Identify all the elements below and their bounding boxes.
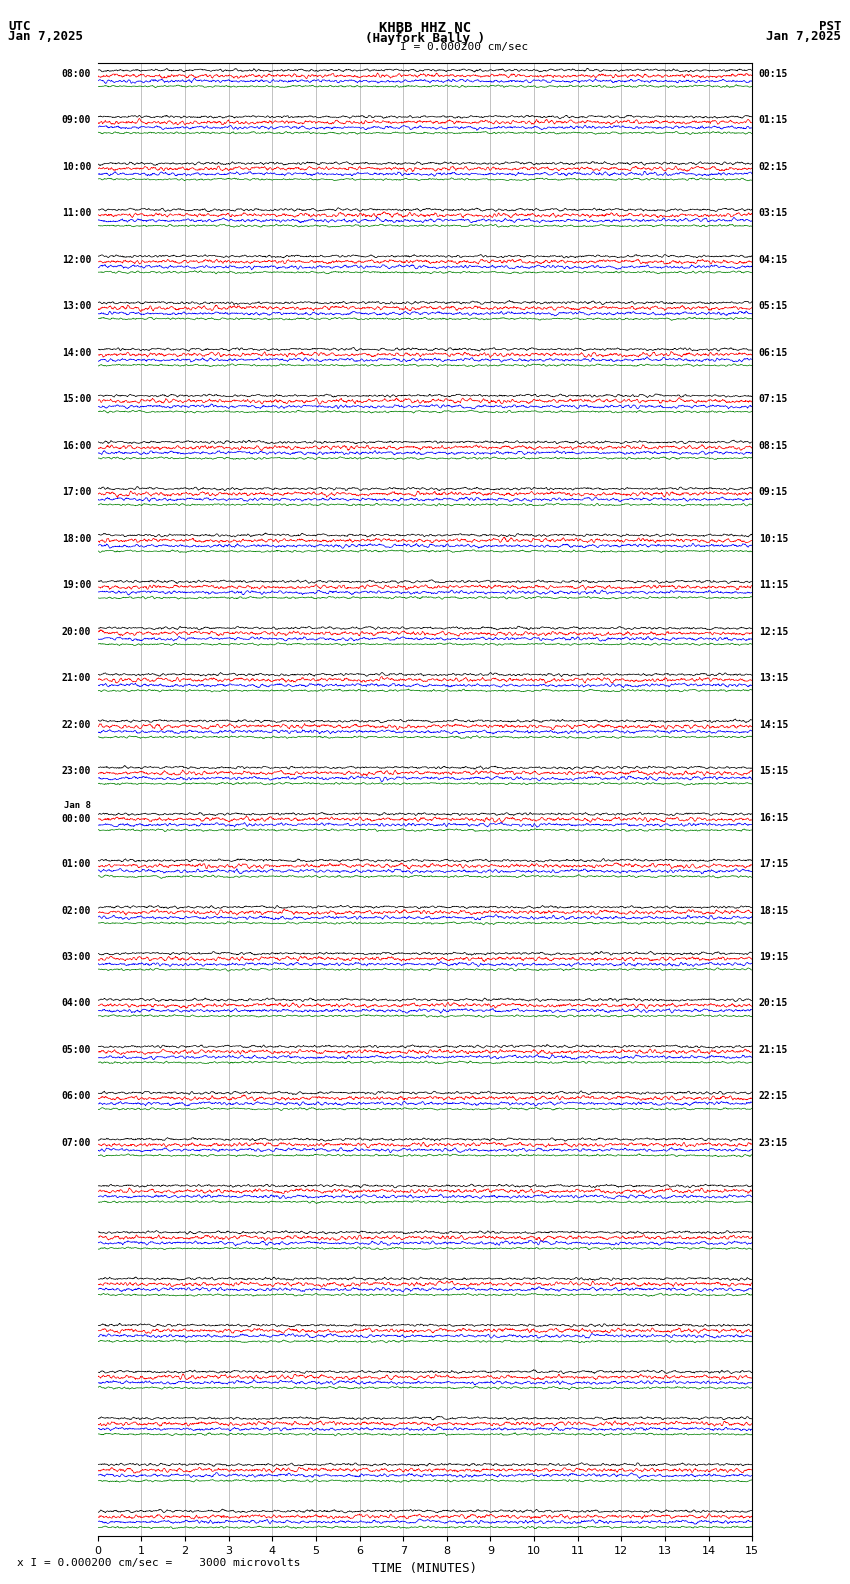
- Text: 09:15: 09:15: [759, 488, 788, 497]
- Text: Jan 8: Jan 8: [65, 802, 91, 809]
- Text: 05:00: 05:00: [62, 1045, 91, 1055]
- Text: 14:15: 14:15: [759, 719, 788, 730]
- Text: 04:15: 04:15: [759, 255, 788, 265]
- Text: 00:00: 00:00: [62, 814, 91, 824]
- Text: 08:00: 08:00: [62, 70, 91, 79]
- Text: PST: PST: [819, 19, 842, 33]
- Text: 12:00: 12:00: [62, 255, 91, 265]
- X-axis label: TIME (MINUTES): TIME (MINUTES): [372, 1562, 478, 1574]
- Text: 22:15: 22:15: [759, 1091, 788, 1101]
- Text: 07:15: 07:15: [759, 394, 788, 404]
- Text: 01:00: 01:00: [62, 859, 91, 870]
- Text: 11:00: 11:00: [62, 209, 91, 219]
- Text: 08:15: 08:15: [759, 440, 788, 451]
- Text: 22:00: 22:00: [62, 719, 91, 730]
- Text: 18:00: 18:00: [62, 534, 91, 543]
- Text: 10:00: 10:00: [62, 162, 91, 173]
- Text: 00:15: 00:15: [759, 70, 788, 79]
- Text: 17:15: 17:15: [759, 859, 788, 870]
- Text: 01:15: 01:15: [759, 116, 788, 125]
- Text: 16:15: 16:15: [759, 813, 788, 822]
- Text: 17:00: 17:00: [62, 488, 91, 497]
- Text: 07:00: 07:00: [62, 1137, 91, 1148]
- Text: 13:15: 13:15: [759, 673, 788, 683]
- Text: I = 0.000200 cm/sec: I = 0.000200 cm/sec: [400, 41, 528, 52]
- Text: 11:15: 11:15: [759, 580, 788, 591]
- Text: 20:15: 20:15: [759, 998, 788, 1009]
- Text: 02:15: 02:15: [759, 162, 788, 173]
- Text: 06:00: 06:00: [62, 1091, 91, 1101]
- Text: 14:00: 14:00: [62, 348, 91, 358]
- Text: 21:00: 21:00: [62, 673, 91, 683]
- Text: 04:00: 04:00: [62, 998, 91, 1009]
- Text: 13:00: 13:00: [62, 301, 91, 312]
- Text: UTC: UTC: [8, 19, 31, 33]
- Text: 23:00: 23:00: [62, 767, 91, 776]
- Text: 05:15: 05:15: [759, 301, 788, 312]
- Text: 18:15: 18:15: [759, 906, 788, 916]
- Text: 06:15: 06:15: [759, 348, 788, 358]
- Text: 16:00: 16:00: [62, 440, 91, 451]
- Text: 15:15: 15:15: [759, 767, 788, 776]
- Text: 09:00: 09:00: [62, 116, 91, 125]
- Text: 12:15: 12:15: [759, 627, 788, 637]
- Text: 19:15: 19:15: [759, 952, 788, 961]
- Text: 15:00: 15:00: [62, 394, 91, 404]
- Text: Jan 7,2025: Jan 7,2025: [767, 30, 842, 43]
- Text: x I = 0.000200 cm/sec =    3000 microvolts: x I = 0.000200 cm/sec = 3000 microvolts: [17, 1559, 301, 1568]
- Text: 03:15: 03:15: [759, 209, 788, 219]
- Text: 19:00: 19:00: [62, 580, 91, 591]
- Text: 10:15: 10:15: [759, 534, 788, 543]
- Text: 20:00: 20:00: [62, 627, 91, 637]
- Text: 21:15: 21:15: [759, 1045, 788, 1055]
- Text: 03:00: 03:00: [62, 952, 91, 961]
- Text: (Hayfork Bally ): (Hayfork Bally ): [365, 32, 485, 44]
- Text: 02:00: 02:00: [62, 906, 91, 916]
- Text: KHBB HHZ NC: KHBB HHZ NC: [379, 21, 471, 35]
- Text: 23:15: 23:15: [759, 1137, 788, 1148]
- Text: Jan 7,2025: Jan 7,2025: [8, 30, 83, 43]
